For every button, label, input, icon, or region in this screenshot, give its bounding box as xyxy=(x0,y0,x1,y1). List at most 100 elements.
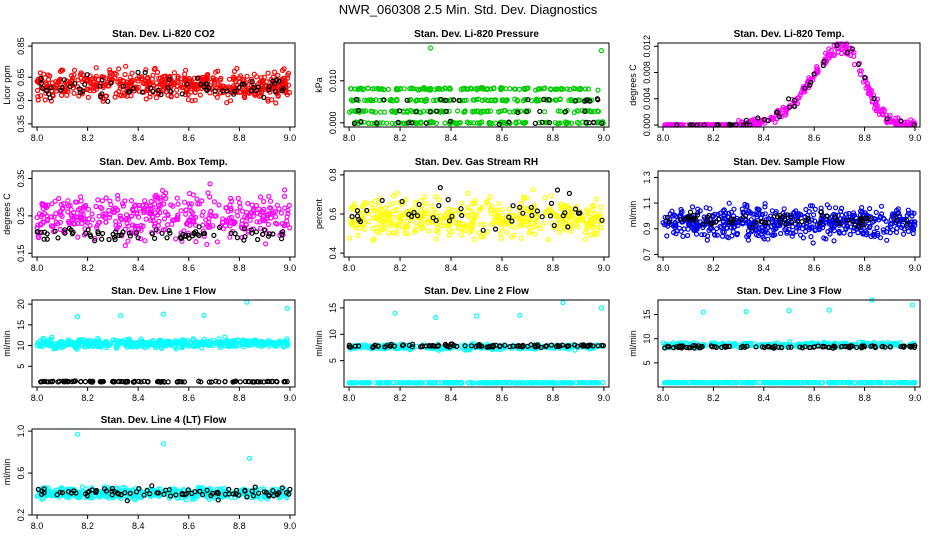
data-point-main xyxy=(729,233,735,239)
data-point-main xyxy=(464,119,470,125)
data-point-main xyxy=(377,86,383,92)
y-axis-label: kPa xyxy=(314,77,324,93)
data-point-main xyxy=(194,196,200,202)
x-tick-label: 9.0 xyxy=(598,133,611,143)
data-point-main xyxy=(129,70,135,76)
data-point-main xyxy=(368,200,374,206)
data-point-main xyxy=(530,187,536,193)
y-tick-label: 0.9 xyxy=(642,223,652,236)
data-point-main xyxy=(94,82,100,88)
data-point-main xyxy=(433,97,439,103)
data-point-main xyxy=(421,194,427,200)
x-tick-label: 8.6 xyxy=(183,263,196,273)
data-point-secondary xyxy=(437,185,443,191)
data-point-main xyxy=(117,81,123,87)
plot-frame xyxy=(343,42,610,128)
data-point-secondary xyxy=(61,77,67,83)
data-point-secondary xyxy=(165,84,171,91)
data-point-main xyxy=(780,104,786,111)
x-tick-label: 8.2 xyxy=(707,133,720,143)
data-point-secondary xyxy=(272,81,278,87)
data-point-main xyxy=(536,86,543,92)
data-point-main xyxy=(93,203,99,210)
data-point-main xyxy=(65,88,71,95)
data-point-secondary xyxy=(583,119,589,125)
x-tick-label: 8.4 xyxy=(132,263,145,273)
data-point-secondary xyxy=(38,80,44,87)
x-tick-label: 8.4 xyxy=(445,393,458,403)
data-point-main xyxy=(275,72,281,78)
data-point-main xyxy=(422,98,428,104)
data-point-main xyxy=(215,68,221,74)
data-point-main xyxy=(267,198,274,204)
data-point-main xyxy=(282,205,288,211)
data-point-secondary xyxy=(212,88,218,94)
y-tick-label: 0.4 xyxy=(328,247,338,260)
data-point-main xyxy=(85,94,91,101)
data-point-secondary xyxy=(168,89,174,95)
data-point-secondary xyxy=(108,80,114,86)
data-point-main xyxy=(148,198,154,205)
data-point-main xyxy=(263,79,269,85)
data-point-outlier xyxy=(560,300,566,306)
data-point-main xyxy=(57,226,63,232)
x-tick-label: 8.6 xyxy=(496,393,509,403)
data-point-secondary xyxy=(572,98,579,104)
data-point-main xyxy=(158,81,164,87)
x-tick-label: 8.0 xyxy=(343,393,356,403)
data-point-main xyxy=(128,80,134,86)
data-point-secondary xyxy=(261,94,267,101)
data-point-secondary xyxy=(799,219,805,225)
data-point-main xyxy=(366,219,372,225)
data-point-main xyxy=(214,94,220,100)
data-point-main xyxy=(425,228,432,234)
data-point-main xyxy=(275,93,281,99)
data-point-main xyxy=(745,237,752,243)
y-tick-label: 20 xyxy=(16,299,26,309)
data-point-main xyxy=(243,209,249,215)
panel-title: Stan. Dev. Line 2 Flow xyxy=(424,286,529,297)
data-point-secondary xyxy=(496,121,502,127)
data-point-main xyxy=(806,209,812,215)
data-point-secondary xyxy=(404,97,410,103)
data-point-secondary xyxy=(211,232,217,238)
data-point-main xyxy=(258,75,264,81)
data-point-main xyxy=(462,109,468,115)
data-point-main xyxy=(858,68,864,74)
data-point-secondary xyxy=(351,120,357,127)
data-point-main xyxy=(808,234,814,240)
y-tick-label: 0.50 xyxy=(16,92,26,110)
data-point-main xyxy=(713,226,720,232)
data-point-main xyxy=(199,198,205,204)
data-point-main xyxy=(884,237,890,243)
data-point-main xyxy=(701,232,708,238)
data-point-main xyxy=(447,120,453,127)
data-point-main xyxy=(726,200,732,206)
y-axis-label: degrees C xyxy=(2,193,12,235)
data-point-main xyxy=(144,85,150,91)
data-point-secondary xyxy=(546,119,553,126)
data-point-main xyxy=(235,195,241,201)
data-point-main xyxy=(594,222,601,228)
data-point-main xyxy=(42,97,48,103)
data-point-main xyxy=(810,212,817,218)
data-point-secondary xyxy=(786,104,793,110)
data-point-main xyxy=(560,86,566,92)
data-point-main xyxy=(178,208,184,214)
data-point-main xyxy=(798,89,805,96)
data-point-main xyxy=(231,68,237,75)
data-point-main xyxy=(257,194,263,200)
data-point-main xyxy=(810,240,816,246)
data-point-main xyxy=(265,96,271,102)
data-point-main xyxy=(68,78,75,84)
data-point-secondary xyxy=(125,89,131,95)
y-tick-label: 0.8 xyxy=(328,169,338,182)
data-point-main xyxy=(357,85,364,92)
data-point-main xyxy=(507,206,513,212)
data-point-main xyxy=(582,230,589,236)
panel-title: Stan. Dev. Li-820 Temp. xyxy=(734,29,845,40)
x-tick-label: 8.8 xyxy=(547,263,560,273)
data-point-main xyxy=(44,218,51,224)
x-tick-label: 8.2 xyxy=(394,393,407,403)
